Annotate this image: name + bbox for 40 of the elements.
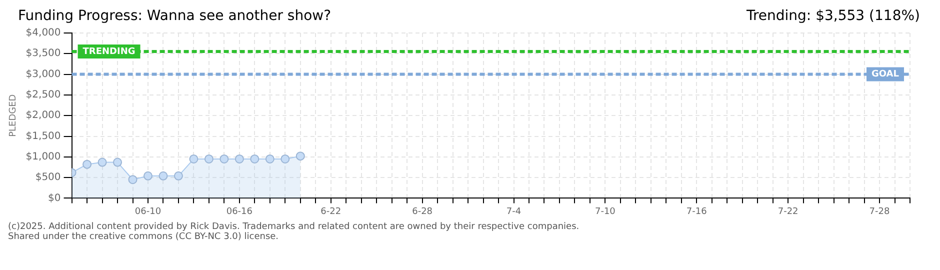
x-tick-label: 06-10 xyxy=(134,206,162,217)
point xyxy=(189,154,198,164)
x-tick-label: 7-28 xyxy=(869,206,890,217)
point xyxy=(98,158,107,167)
point xyxy=(204,154,214,164)
x-tick-label: 6-22 xyxy=(320,206,342,217)
x-tick-label: 7-22 xyxy=(778,206,798,217)
chart-subtitle: Trending: $3,553 (118%) xyxy=(746,8,920,24)
y-tick-label: $0 xyxy=(48,192,61,204)
y-tick-label: $3,500 xyxy=(26,48,61,60)
y-axis-title: PLEDGED xyxy=(8,94,19,137)
y-tick-label: $2,000 xyxy=(26,110,61,122)
point xyxy=(128,175,138,184)
x-tick-label: 7-10 xyxy=(594,206,616,217)
point xyxy=(174,171,183,180)
ref-line-label: TRENDING xyxy=(82,46,136,57)
y-tick-label: $500 xyxy=(35,172,61,184)
text: (c)2025. Additional content provided by Rick Davis. Trademarks and related content are owned by their respective companies. xyxy=(8,222,580,232)
y-tick-label: $3,000 xyxy=(26,68,61,80)
point xyxy=(280,154,290,164)
text: Shared under the creative commons (CC BY-NC 3.0) license. xyxy=(8,232,280,242)
y-tick-label: $4,000 xyxy=(26,28,61,39)
x-tick-label: 06-16 xyxy=(226,206,253,217)
ref-line-label: GOAL xyxy=(872,70,900,80)
point xyxy=(250,154,260,164)
x-tick-label: 6-28 xyxy=(412,206,433,217)
x-tick-label: 7-16 xyxy=(686,206,708,217)
y-tick-label: $1,500 xyxy=(26,130,61,142)
y-tick-label: $1,000 xyxy=(26,151,61,162)
point xyxy=(143,171,152,180)
point xyxy=(234,154,244,164)
point xyxy=(296,152,305,161)
y-tick-label: $2,500 xyxy=(26,90,61,101)
chart-title: Funding Progress: Wanna see another show? xyxy=(18,8,332,24)
x-tick-label: 7-4 xyxy=(506,206,522,217)
point xyxy=(265,154,274,164)
point xyxy=(158,171,168,180)
point xyxy=(220,154,229,164)
point xyxy=(82,160,92,169)
point xyxy=(113,158,122,167)
